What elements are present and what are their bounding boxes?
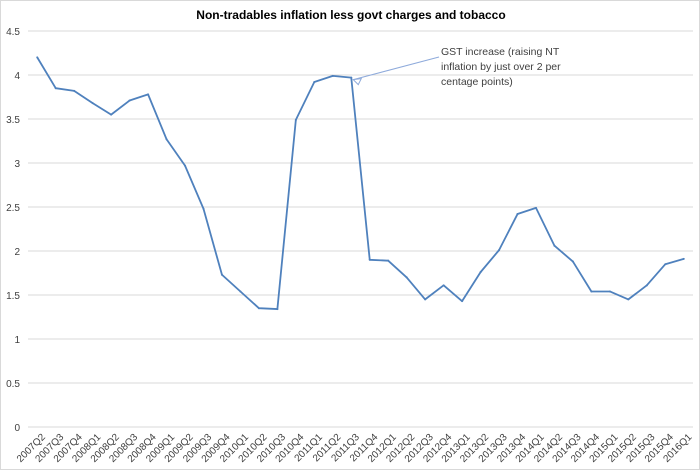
data-point (350, 76, 353, 79)
data-point (36, 56, 39, 59)
data-point (239, 290, 242, 293)
data-point (534, 206, 537, 209)
data-point (479, 271, 482, 274)
data-point (257, 307, 260, 310)
data-point (73, 89, 76, 92)
data-point (405, 276, 408, 279)
y-tick-label: 0.5 (6, 379, 20, 390)
data-point (682, 257, 685, 260)
data-point (313, 81, 316, 84)
data-point (645, 284, 648, 287)
data-point (128, 99, 131, 102)
y-tick-label: 3.5 (6, 115, 20, 126)
data-point (461, 300, 464, 303)
annotation-text: GST increase (raising NT inflation by ju… (441, 46, 561, 88)
data-point (571, 260, 574, 263)
data-point (91, 102, 94, 105)
chart-title: Non-tradables inflation less govt charge… (196, 8, 506, 22)
data-point (368, 258, 371, 261)
y-tick-label: 2 (14, 247, 20, 258)
y-tick-label: 0 (14, 423, 20, 434)
data-point (294, 118, 297, 121)
data-point (54, 87, 57, 90)
y-tick-label: 3 (14, 159, 20, 170)
data-point (516, 213, 519, 216)
data-point (110, 113, 113, 116)
data-point (442, 284, 445, 287)
data-point (664, 263, 667, 266)
data-point (220, 273, 223, 276)
data-point (387, 259, 390, 262)
y-tick-label: 4 (14, 71, 20, 82)
data-point (331, 74, 334, 77)
y-tick-label: 4.5 (6, 27, 20, 38)
data-point (202, 207, 205, 210)
data-point (590, 290, 593, 293)
data-point (165, 138, 168, 141)
data-point (498, 249, 501, 252)
data-point (147, 93, 150, 96)
data-point (184, 164, 187, 167)
data-point (553, 244, 556, 247)
y-tick-label: 1 (14, 335, 20, 346)
data-point (424, 298, 427, 301)
y-tick-label: 2.5 (6, 203, 20, 214)
y-tick-label: 1.5 (6, 291, 20, 302)
series-line (36, 56, 685, 310)
data-point (276, 308, 279, 311)
data-point (608, 290, 611, 293)
annotation-arrowhead (352, 78, 363, 86)
annotation-arrow (353, 56, 440, 81)
data-point (627, 298, 630, 301)
